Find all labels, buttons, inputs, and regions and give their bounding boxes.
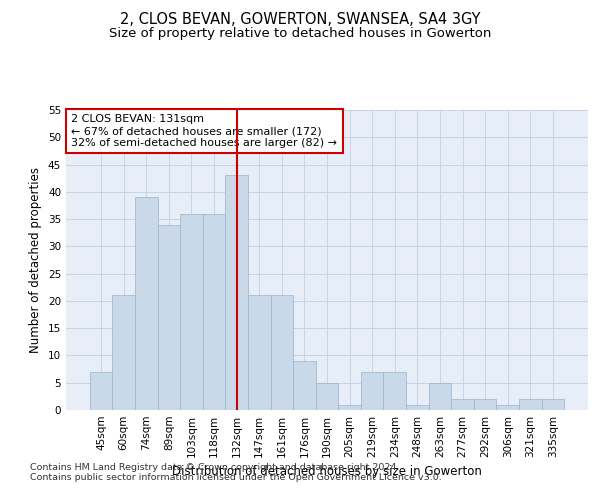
Text: Size of property relative to detached houses in Gowerton: Size of property relative to detached ho…: [109, 28, 491, 40]
Text: 2, CLOS BEVAN, GOWERTON, SWANSEA, SA4 3GY: 2, CLOS BEVAN, GOWERTON, SWANSEA, SA4 3G…: [120, 12, 480, 28]
Y-axis label: Number of detached properties: Number of detached properties: [29, 167, 43, 353]
Bar: [542, 399, 564, 410]
Bar: [180, 214, 203, 410]
Bar: [451, 399, 474, 410]
Bar: [158, 224, 180, 410]
Text: Contains HM Land Registry data © Crown copyright and database right 2024.: Contains HM Land Registry data © Crown c…: [30, 462, 400, 471]
Bar: [226, 176, 248, 410]
Bar: [428, 382, 451, 410]
X-axis label: Distribution of detached houses by size in Gowerton: Distribution of detached houses by size …: [172, 466, 482, 478]
Bar: [112, 296, 135, 410]
Bar: [248, 296, 271, 410]
Bar: [293, 361, 316, 410]
Bar: [135, 198, 158, 410]
Text: Contains public sector information licensed under the Open Government Licence v3: Contains public sector information licen…: [30, 472, 442, 482]
Bar: [316, 382, 338, 410]
Bar: [203, 214, 226, 410]
Bar: [271, 296, 293, 410]
Text: 2 CLOS BEVAN: 131sqm
← 67% of detached houses are smaller (172)
32% of semi-deta: 2 CLOS BEVAN: 131sqm ← 67% of detached h…: [71, 114, 337, 148]
Bar: [519, 399, 542, 410]
Bar: [474, 399, 496, 410]
Bar: [496, 404, 519, 410]
Bar: [90, 372, 112, 410]
Bar: [406, 404, 428, 410]
Bar: [338, 404, 361, 410]
Bar: [361, 372, 383, 410]
Bar: [383, 372, 406, 410]
